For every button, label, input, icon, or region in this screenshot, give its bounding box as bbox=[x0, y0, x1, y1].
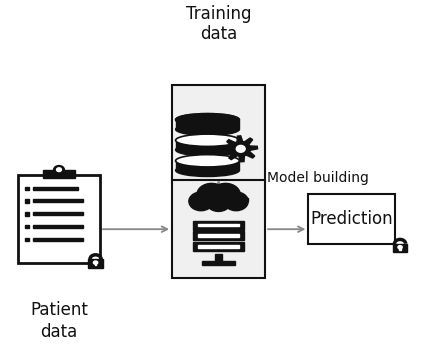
Bar bbox=[172, 181, 265, 278]
Text: Prediction: Prediction bbox=[310, 210, 393, 228]
Ellipse shape bbox=[176, 114, 240, 126]
Circle shape bbox=[224, 192, 248, 211]
Bar bbox=[215, 254, 222, 262]
Circle shape bbox=[94, 261, 98, 264]
Bar bbox=[176, 120, 240, 129]
Bar bbox=[198, 245, 239, 247]
Bar bbox=[189, 199, 248, 201]
Ellipse shape bbox=[176, 164, 240, 176]
Bar bbox=[308, 194, 395, 244]
Bar bbox=[33, 212, 83, 215]
Bar bbox=[33, 225, 83, 228]
Bar bbox=[33, 199, 83, 202]
Bar bbox=[198, 234, 239, 237]
Circle shape bbox=[236, 145, 245, 152]
Bar bbox=[25, 225, 29, 228]
Ellipse shape bbox=[176, 144, 240, 156]
Bar bbox=[193, 221, 244, 230]
Bar bbox=[43, 170, 74, 177]
Ellipse shape bbox=[176, 114, 240, 126]
Bar bbox=[202, 261, 235, 265]
Text: Patient: Patient bbox=[30, 301, 88, 319]
Circle shape bbox=[398, 246, 402, 249]
Bar bbox=[400, 247, 401, 250]
Bar bbox=[33, 238, 83, 241]
Bar bbox=[188, 199, 249, 204]
Circle shape bbox=[211, 183, 240, 206]
Bar bbox=[18, 175, 100, 263]
Bar bbox=[193, 231, 244, 240]
Bar bbox=[176, 161, 240, 170]
Bar bbox=[88, 259, 103, 268]
Ellipse shape bbox=[176, 155, 240, 167]
Bar bbox=[172, 85, 265, 182]
Bar bbox=[25, 238, 29, 241]
Circle shape bbox=[54, 165, 64, 174]
Circle shape bbox=[57, 168, 62, 171]
Bar bbox=[198, 224, 239, 226]
Polygon shape bbox=[224, 136, 258, 162]
Text: Training
data: Training data bbox=[186, 5, 251, 43]
Bar bbox=[176, 140, 240, 150]
Ellipse shape bbox=[176, 134, 240, 146]
Ellipse shape bbox=[176, 123, 240, 136]
Text: data: data bbox=[41, 323, 78, 341]
Circle shape bbox=[197, 183, 226, 206]
Bar bbox=[25, 199, 29, 203]
Bar bbox=[25, 212, 29, 215]
Bar bbox=[95, 263, 96, 265]
Text: Model building: Model building bbox=[267, 171, 369, 185]
Bar bbox=[193, 242, 244, 251]
Bar bbox=[33, 187, 78, 190]
Circle shape bbox=[206, 193, 231, 212]
Bar bbox=[393, 244, 407, 252]
Circle shape bbox=[189, 192, 213, 211]
Bar bbox=[25, 187, 29, 190]
